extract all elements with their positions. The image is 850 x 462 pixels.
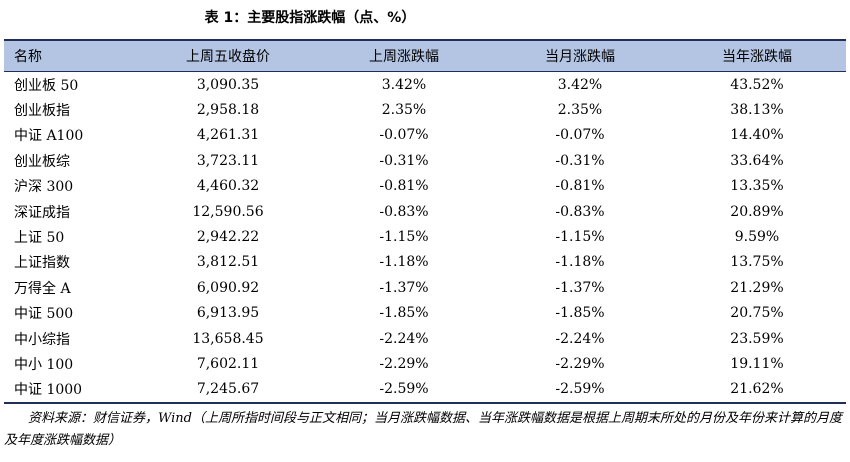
- table-row: 中小 100 7,602.11 -2.29% -2.29% 19.11%: [4, 351, 846, 376]
- header-yearly-change: 当年涨跌幅: [668, 39, 846, 72]
- last-close-cell: 6,913.95: [196, 305, 260, 322]
- index-performance-table: 名称 上周五收盘价 上周涨跌幅 当月涨跌幅 当年涨跌幅 创业板 50 3,090.…: [4, 39, 846, 405]
- last-close-cell: 3,723.11: [196, 152, 260, 169]
- weekly-change-cell: -2.59%: [316, 376, 492, 405]
- table-row: 创业板 50 3,090.35 3.42% 3.42% 43.52%: [4, 72, 846, 98]
- table-row: 中证 1000 7,245.67 -2.59% -2.59% 21.62%: [4, 376, 846, 405]
- last-close-cell: 3,812.51: [196, 254, 260, 271]
- monthly-change-cell: 3.42%: [557, 76, 603, 93]
- last-close-cell: 13,658.45: [192, 330, 264, 347]
- index-name-cell: 创业板指: [14, 103, 70, 120]
- weekly-change-cell: -0.31%: [379, 152, 429, 169]
- monthly-change-cell: -0.07%: [555, 127, 605, 144]
- last-close-cell: 7,245.67: [140, 376, 316, 405]
- yearly-change-cell: 43.52%: [730, 76, 784, 93]
- monthly-change-cell: -0.31%: [555, 152, 605, 169]
- monthly-change-cell: -0.81%: [555, 178, 605, 195]
- last-close-cell: 4,261.31: [196, 127, 260, 144]
- monthly-change-cell: -1.37%: [555, 279, 605, 296]
- last-close-cell: 4,460.32: [196, 178, 260, 195]
- index-name-cell: 万得全 A: [14, 280, 71, 297]
- index-name-cell: 上证指数: [14, 255, 70, 272]
- last-close-cell: 12,590.56: [192, 203, 264, 220]
- table-row: 万得全 A 6,090.92 -1.37% -1.37% 21.29%: [4, 275, 846, 300]
- yearly-change-cell: 21.29%: [730, 279, 784, 296]
- yearly-change-cell: 20.89%: [730, 203, 784, 220]
- weekly-change-cell: 2.35%: [381, 102, 427, 119]
- index-name-cell: 创业板综: [14, 153, 70, 170]
- table-row: 上证指数 3,812.51 -1.18% -1.18% 13.75%: [4, 250, 846, 275]
- monthly-change-cell: -1.18%: [555, 254, 605, 271]
- header-monthly-change: 当月涨跌幅: [492, 39, 668, 72]
- weekly-change-cell: -2.24%: [379, 330, 429, 347]
- monthly-change-cell: -0.83%: [555, 203, 605, 220]
- last-close-cell: 3,090.35: [196, 76, 260, 93]
- last-close-cell: 2,958.18: [196, 102, 260, 119]
- weekly-change-cell: -1.85%: [379, 305, 429, 322]
- last-close-cell: 2,942.22: [196, 229, 260, 246]
- weekly-change-cell: 3.42%: [381, 76, 427, 93]
- yearly-change-cell: 19.11%: [730, 355, 784, 372]
- weekly-change-cell: -1.37%: [379, 279, 429, 296]
- monthly-change-cell: -2.24%: [555, 330, 605, 347]
- monthly-change-cell: 2.35%: [557, 102, 603, 119]
- weekly-change-cell: -2.29%: [379, 355, 429, 372]
- table-body: 创业板 50 3,090.35 3.42% 3.42% 43.52% 创业板指 2,958.…: [4, 72, 846, 405]
- table-row: 中证 A100 4,261.31 -0.07% -0.07% 14.40%: [4, 123, 846, 148]
- header-name: 名称: [4, 39, 140, 72]
- index-name-cell: 中证 1000: [4, 376, 140, 405]
- header-weekly-change: 上周涨跌幅: [316, 39, 492, 72]
- yearly-change-cell: 9.59%: [734, 229, 780, 246]
- monthly-change-cell: -2.59%: [492, 376, 668, 405]
- last-close-cell: 6,090.92: [196, 279, 260, 296]
- table-row: 中证 500 6,913.95 -1.85% -1.85% 20.75%: [4, 301, 846, 326]
- yearly-change-cell: 23.59%: [730, 330, 784, 347]
- weekly-change-cell: -0.81%: [379, 178, 429, 195]
- index-name-cell: 中小综指: [14, 331, 70, 348]
- table-row: 上证 50 2,942.22 -1.15% -1.15% 9.59%: [4, 224, 846, 249]
- yearly-change-cell: 13.35%: [730, 178, 784, 195]
- yearly-change-cell: 33.64%: [730, 152, 784, 169]
- source-note: 资料来源：财信证券，Wind（上周所指时间段与正文相同；当月涨跌幅数据、当年涨跌…: [4, 411, 842, 448]
- weekly-change-cell: -1.15%: [379, 229, 429, 246]
- table-row: 深证成指 12,590.56 -0.83% -0.83% 20.89%: [4, 199, 846, 224]
- header-last-close: 上周五收盘价: [140, 39, 316, 72]
- table-row: 创业板指 2,958.18 2.35% 2.35% 38.13%: [4, 97, 846, 122]
- yearly-change-cell: 21.62%: [668, 376, 846, 405]
- index-name-cell: 沪深 300: [14, 179, 74, 196]
- weekly-change-cell: -0.83%: [379, 203, 429, 220]
- table-row: 中小综指 13,658.45 -2.24% -2.24% 23.59%: [4, 326, 846, 351]
- table-row: 创业板综 3,723.11 -0.31% -0.31% 33.64%: [4, 148, 846, 173]
- index-name-cell: 创业板 50: [14, 77, 79, 94]
- weekly-change-cell: -1.18%: [379, 254, 429, 271]
- monthly-change-cell: -1.85%: [555, 305, 605, 322]
- last-close-cell: 7,602.11: [196, 355, 260, 372]
- index-name-cell: 中证 A100: [14, 128, 84, 145]
- index-name-cell: 中证 500: [14, 306, 74, 323]
- weekly-change-cell: -0.07%: [379, 127, 429, 144]
- index-name-cell: 上证 50: [14, 230, 65, 247]
- index-name-cell: 中小 100: [14, 356, 74, 373]
- index-name-cell: 深证成指: [14, 204, 70, 221]
- yearly-change-cell: 20.75%: [730, 305, 784, 322]
- yearly-change-cell: 38.13%: [730, 102, 784, 119]
- monthly-change-cell: -2.29%: [555, 355, 605, 372]
- yearly-change-cell: 13.75%: [730, 254, 784, 271]
- yearly-change-cell: 14.40%: [730, 127, 784, 144]
- monthly-change-cell: -1.15%: [555, 229, 605, 246]
- table-header-row: 名称 上周五收盘价 上周涨跌幅 当月涨跌幅 当年涨跌幅: [4, 39, 846, 72]
- table-row: 沪深 300 4,460.32 -0.81% -0.81% 13.35%: [4, 174, 846, 199]
- table-caption: 表 1：主要股指涨跌幅（点、%）: [204, 10, 416, 26]
